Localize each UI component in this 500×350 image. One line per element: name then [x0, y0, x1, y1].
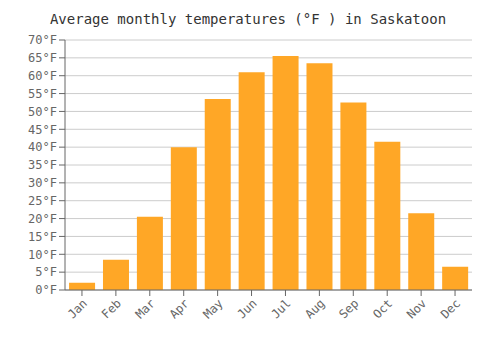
svg-text:60°F: 60°F — [28, 69, 57, 83]
svg-text:Jul: Jul — [268, 296, 293, 321]
svg-text:30°F: 30°F — [28, 176, 57, 190]
svg-text:45°F: 45°F — [28, 123, 57, 137]
svg-text:40°F: 40°F — [28, 140, 57, 154]
svg-text:50°F: 50°F — [28, 105, 57, 119]
svg-text:10°F: 10°F — [28, 248, 57, 262]
svg-text:70°F: 70°F — [28, 33, 57, 47]
svg-text:5°F: 5°F — [35, 265, 57, 279]
svg-text:55°F: 55°F — [28, 87, 57, 101]
svg-text:Feb: Feb — [99, 296, 124, 321]
svg-text:65°F: 65°F — [28, 51, 57, 65]
svg-text:35°F: 35°F — [28, 158, 57, 172]
svg-text:25°F: 25°F — [28, 194, 57, 208]
svg-text:Aug: Aug — [302, 296, 327, 321]
svg-text:Nov: Nov — [404, 296, 429, 321]
svg-text:15°F: 15°F — [28, 230, 57, 244]
svg-text:Jun: Jun — [234, 296, 259, 321]
svg-text:20°F: 20°F — [28, 212, 57, 226]
html-text:Average monthly temperatures (: Average monthly temperatures (°F ) in Sa… — [49, 11, 447, 27]
svg-text:May: May — [201, 296, 226, 321]
svg-text:Dec: Dec — [438, 296, 463, 321]
svg-text:Jan: Jan — [65, 296, 90, 321]
svg-text:Oct: Oct — [370, 296, 395, 321]
svg-text:Mar: Mar — [133, 296, 158, 321]
svg-text:Apr: Apr — [167, 296, 192, 321]
svg-text:Sep: Sep — [336, 296, 361, 321]
svg-text:0°F: 0°F — [35, 283, 57, 297]
